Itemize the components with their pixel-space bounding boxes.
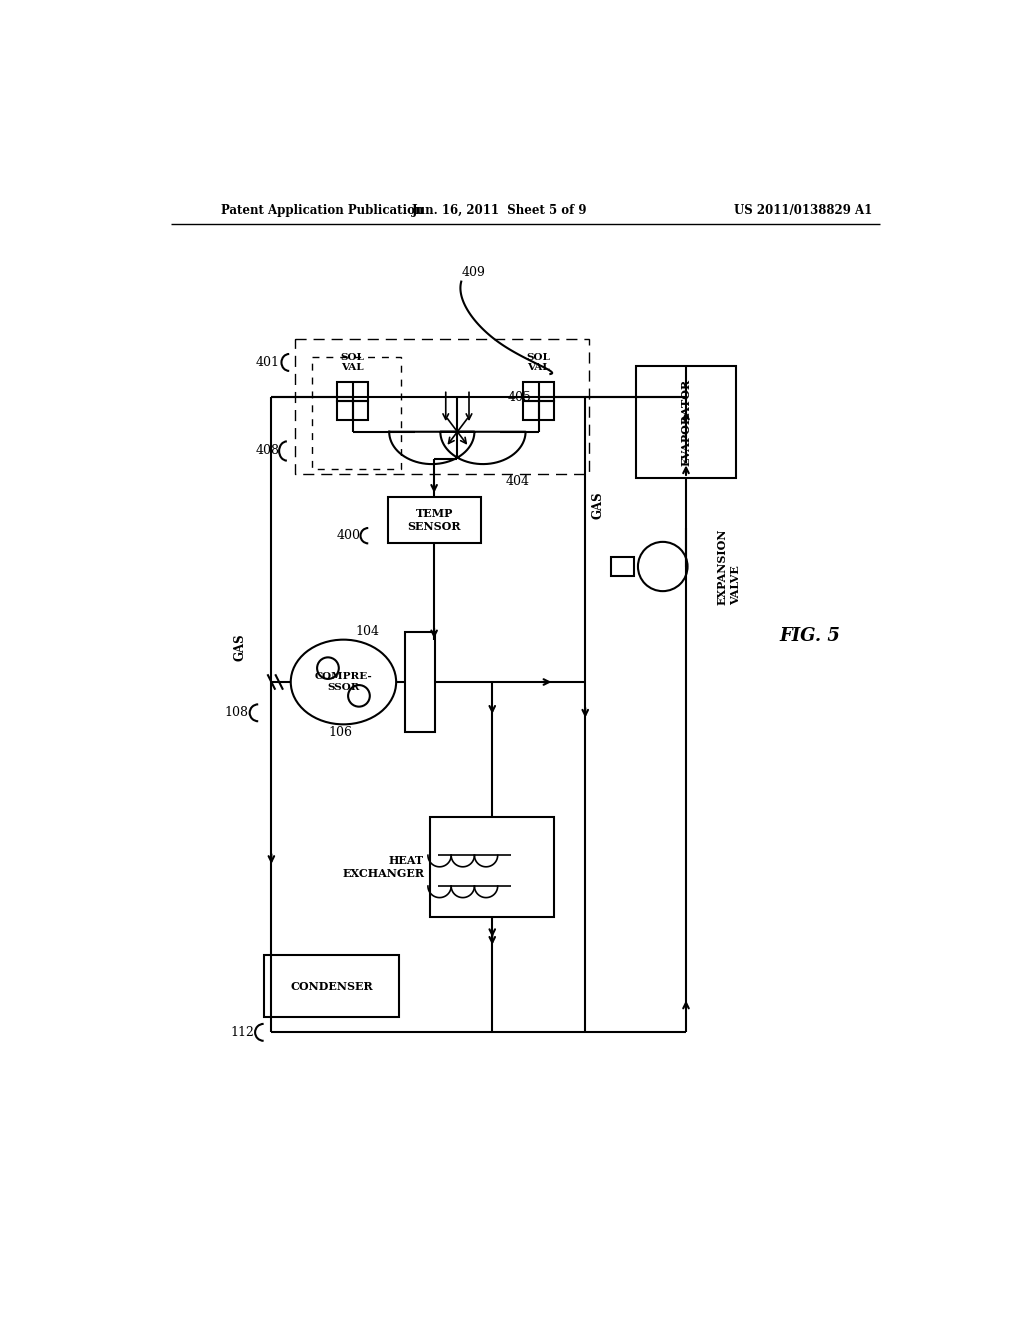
Text: Jun. 16, 2011  Sheet 5 of 9: Jun. 16, 2011 Sheet 5 of 9 bbox=[413, 205, 588, 218]
Bar bbox=[523, 401, 554, 420]
Bar bbox=[337, 381, 369, 401]
Text: 106: 106 bbox=[328, 726, 352, 739]
Bar bbox=[295, 339, 589, 474]
Text: CONDENSER: CONDENSER bbox=[290, 981, 373, 991]
Text: FIG. 5: FIG. 5 bbox=[779, 627, 840, 644]
Bar bbox=[388, 498, 480, 544]
Text: GAS: GAS bbox=[592, 491, 605, 519]
Bar bbox=[611, 557, 634, 576]
Bar bbox=[311, 358, 400, 469]
Text: 112: 112 bbox=[230, 1026, 254, 1039]
Text: 408: 408 bbox=[255, 445, 280, 458]
Bar bbox=[523, 381, 554, 401]
Text: EXPANSION
VALVE: EXPANSION VALVE bbox=[717, 528, 740, 605]
Text: 405: 405 bbox=[508, 391, 531, 404]
Text: GAS: GAS bbox=[233, 634, 247, 661]
Text: 409: 409 bbox=[461, 265, 485, 279]
Text: HEAT
EXCHANGER: HEAT EXCHANGER bbox=[342, 855, 424, 879]
Text: 401: 401 bbox=[255, 356, 280, 370]
Text: Patent Application Publication: Patent Application Publication bbox=[221, 205, 424, 218]
Text: 400: 400 bbox=[337, 529, 360, 543]
Bar bbox=[430, 817, 554, 917]
Text: 104: 104 bbox=[355, 626, 379, 639]
Text: EVAPORATOR: EVAPORATOR bbox=[681, 379, 691, 466]
Text: SOL
VAL: SOL VAL bbox=[341, 352, 365, 372]
Text: 404: 404 bbox=[506, 475, 529, 488]
Text: COMPRE-
SSOR: COMPRE- SSOR bbox=[314, 672, 373, 692]
Bar bbox=[406, 632, 435, 733]
Bar bbox=[337, 401, 369, 420]
Text: US 2011/0138829 A1: US 2011/0138829 A1 bbox=[734, 205, 872, 218]
Text: TEMP
SENSOR: TEMP SENSOR bbox=[408, 508, 461, 532]
Bar bbox=[263, 956, 399, 1016]
Bar bbox=[636, 367, 736, 478]
Text: SOL
VAL: SOL VAL bbox=[526, 352, 551, 372]
Text: 108: 108 bbox=[224, 706, 248, 719]
